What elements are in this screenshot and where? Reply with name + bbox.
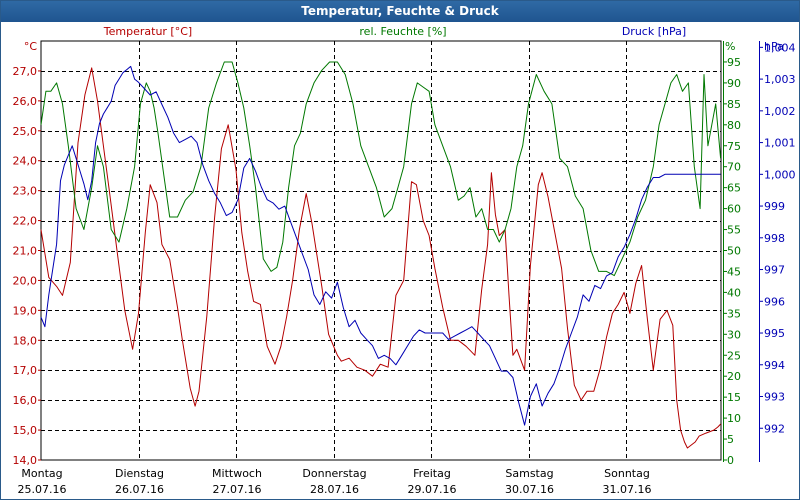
- temperature-axis-title: Temperatur [°C]: [103, 25, 192, 38]
- axis-labels: 14,0 15,0 16,0 17,0 18,0 19,0 20,0 21,0 22,0 23,0…: [13, 25, 796, 496]
- x-tick-label-day: Freitag: [413, 467, 451, 480]
- humidity-tick-label: 45: [727, 265, 741, 278]
- humidity-tick-label: 90: [727, 77, 741, 90]
- plot-area: [40, 40, 722, 461]
- x-tick-label-date: 26.07.16: [115, 483, 164, 496]
- x-tick-label-date: 29.07.16: [408, 483, 457, 496]
- pressure-tick-label: 993: [764, 391, 785, 404]
- x-tick-label-date: 25.07.16: [18, 483, 67, 496]
- x-tick-label-day: Donnerstag: [302, 467, 366, 480]
- series-line-pressure: [40, 65, 721, 426]
- temperature-tick-label: 21,0: [13, 245, 38, 258]
- temperature-tick-label: 27,0: [13, 65, 38, 78]
- humidity-tick-label: 80: [727, 119, 741, 132]
- x-tick-label-date: 27.07.16: [213, 483, 262, 496]
- pressure-tick-label: 1,000: [764, 168, 796, 181]
- pressure-tick-label: 996: [764, 295, 785, 308]
- temperature-tick-label: 24,0: [13, 155, 38, 168]
- temperature-tick-label: 20,0: [13, 274, 38, 287]
- pressure-axis-title: Druck [hPa]: [622, 25, 686, 38]
- humidity-tick-label: 25: [727, 349, 741, 362]
- series: [40, 61, 722, 449]
- temperature-tick-label: 25,0: [13, 125, 38, 138]
- temperature-tick-label: 23,0: [13, 185, 38, 198]
- grid: [40, 40, 722, 461]
- humidity-tick-label: 65: [727, 182, 741, 195]
- x-tick-label-date: 31.07.16: [603, 483, 652, 496]
- pressure-tick-label: 1,002: [764, 105, 796, 118]
- temperature-tick-label: 22,0: [13, 215, 38, 228]
- humidity-axis-title: rel. Feuchte [%]: [359, 25, 446, 38]
- temperature-tick-label: 15,0: [13, 424, 38, 437]
- humidity-tick-label: 5: [727, 433, 734, 446]
- humidity-tick-label: 95: [727, 56, 741, 69]
- chart-title: Temperatur, Feuchte & Druck: [1, 1, 799, 22]
- series-line-temperature: [40, 67, 721, 449]
- x-tick-label-day: Mittwoch: [212, 467, 262, 480]
- humidity-tick-label: 75: [727, 140, 741, 153]
- temperature-tick-label: 19,0: [13, 304, 38, 317]
- temperature-tick-label: 18,0: [13, 334, 38, 347]
- pressure-tick-label: 995: [764, 327, 785, 340]
- temperature-tick-label: 26,0: [13, 95, 38, 108]
- pressure-tick-label: 999: [764, 200, 785, 213]
- humidity-tick-label: 15: [727, 391, 741, 404]
- humidity-tick-label: 30: [727, 328, 741, 341]
- pressure-tick-label: 997: [764, 264, 785, 277]
- humidity-tick-label: 20: [727, 370, 741, 383]
- x-tick-label-date: 30.07.16: [505, 483, 554, 496]
- x-tick-label-day: Sonntag: [604, 467, 650, 480]
- humidity-tick-label: 70: [727, 161, 741, 174]
- humidity-tick-label: 0: [727, 454, 734, 467]
- temperature-tick-label: 17,0: [13, 364, 38, 377]
- humidity-tick-label: 40: [727, 286, 741, 299]
- x-tick-label-date: 28.07.16: [310, 483, 359, 496]
- pressure-tick-label: 994: [764, 359, 785, 372]
- pressure-tick-label: 1,003: [764, 73, 796, 86]
- pressure-tick-label: 1,004: [764, 41, 796, 54]
- pressure-tick-label: 998: [764, 232, 785, 245]
- pressure-tick-label: 1,001: [764, 137, 796, 150]
- humidity-tick-label: 55: [727, 224, 741, 237]
- temperature-unit-label: °C: [24, 40, 38, 53]
- temperature-tick-label: 16,0: [13, 394, 38, 407]
- humidity-unit-label: %: [725, 40, 735, 53]
- x-tick-label-day: Dienstag: [115, 467, 164, 480]
- pressure-tick-label: 992: [764, 422, 785, 435]
- x-tick-label-day: Montag: [21, 467, 62, 480]
- axes: [38, 41, 763, 462]
- humidity-tick-label: 50: [727, 245, 741, 258]
- x-tick-label-day: Samstag: [505, 467, 553, 480]
- humidity-tick-label: 60: [727, 203, 741, 216]
- humidity-tick-label: 35: [727, 307, 741, 320]
- humidity-tick-label: 85: [727, 98, 741, 111]
- temperature-tick-label: 14,0: [13, 454, 38, 467]
- pressure-unit-label: hPa: [764, 40, 784, 53]
- humidity-tick-label: 10: [727, 412, 741, 425]
